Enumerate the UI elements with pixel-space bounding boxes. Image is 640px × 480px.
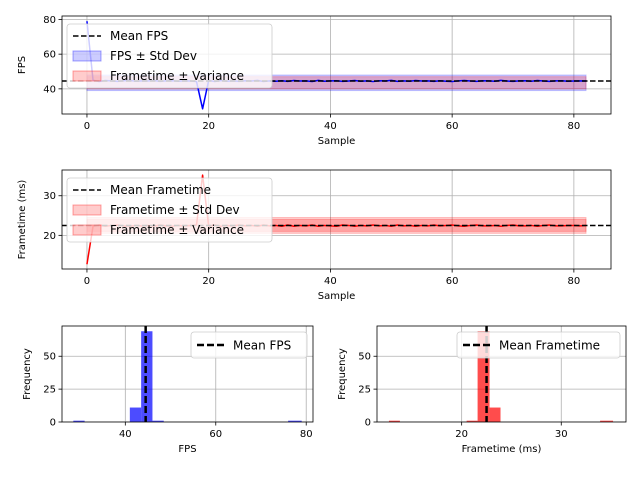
fps-line-panel: 0 20 40 60 80 40 60 80 Sample FPS Mean FPS FPS ± St… <box>17 15 612 147</box>
legend: Mean Frametime Frametime ± Std Dev Frameti… <box>66 177 273 243</box>
legend-box <box>456 331 621 359</box>
x-tick-label: 60 <box>446 121 459 132</box>
x-axis-label: Sample <box>318 291 356 302</box>
histogram-bar <box>388 420 400 422</box>
x-tick-label: 80 <box>568 276 581 287</box>
fps-histogram-panel: 40 60 80 0 25 50 FPS Frequency Mean FPS <box>22 325 314 455</box>
legend-box <box>66 177 273 243</box>
x-tick-label: 40 <box>119 429 132 440</box>
histogram-bar <box>129 407 142 422</box>
legend: Mean FPS FPS ± Std Dev Frametime ± Varianc… <box>66 23 273 89</box>
y-axis-label: Frametime (ms) <box>17 180 28 260</box>
legend: Mean Frametime <box>456 331 621 359</box>
y-tick-label: 20 <box>43 231 56 242</box>
axes-frame <box>61 325 314 423</box>
legend-label: Frametime ± Std Dev <box>110 203 240 217</box>
y-tick-label: 60 <box>43 50 56 61</box>
y-tick-label: 25 <box>43 385 56 396</box>
histogram-bar <box>288 420 302 422</box>
y-axis-label: Frequency <box>337 348 348 400</box>
x-tick-label: 0 <box>84 121 90 132</box>
x-tick-label: 0 <box>84 276 90 287</box>
y-tick-label: 40 <box>43 84 56 95</box>
legend-label: Mean Frametime <box>499 339 600 353</box>
legend-label: Mean FPS <box>110 29 168 43</box>
histogram-bar <box>489 407 501 422</box>
x-tick-label: 40 <box>324 121 337 132</box>
legend-band-swatch <box>72 224 102 236</box>
legend-box <box>190 331 308 359</box>
histogram-bar <box>152 420 164 422</box>
y-tick-label: 0 <box>50 418 56 429</box>
x-tick-label: 80 <box>568 121 581 132</box>
x-axis-label: FPS <box>178 444 196 455</box>
y-axis-label: Frequency <box>22 348 33 400</box>
histogram-bar <box>466 420 478 422</box>
y-tick-label: 0 <box>365 418 371 429</box>
legend-band-swatch <box>72 50 102 62</box>
x-tick-label: 40 <box>324 276 337 287</box>
x-tick-label: 80 <box>300 429 313 440</box>
histogram-bar <box>73 420 85 422</box>
legend-band-swatch <box>72 70 102 82</box>
x-tick-label: 20 <box>202 276 215 287</box>
legend-label: Frametime ± Variance <box>110 69 244 83</box>
y-tick-label: 50 <box>43 352 56 363</box>
histogram-bar <box>600 420 614 422</box>
x-tick-label: 60 <box>209 429 222 440</box>
legend-label: Mean Frametime <box>110 183 211 197</box>
legend-box <box>66 23 273 89</box>
axes-frame <box>376 325 627 423</box>
x-axis-label: Frametime (ms) <box>462 444 542 455</box>
x-tick-label: 60 <box>446 276 459 287</box>
legend-label: FPS ± Std Dev <box>110 49 197 63</box>
legend-band-swatch <box>72 204 102 216</box>
legend-label: Frametime ± Variance <box>110 223 244 237</box>
axes-frame <box>61 15 612 115</box>
y-tick-label: 25 <box>358 385 371 396</box>
y-tick-label: 30 <box>43 191 56 202</box>
x-axis-label: Sample <box>318 136 356 147</box>
x-tick-label: 20 <box>455 429 468 440</box>
frametime-line-panel: 0 20 40 60 80 20 30 Sample Frametime (ms) Mean Fr… <box>17 169 612 302</box>
histogram-bar <box>477 331 490 422</box>
y-axis-label: FPS <box>17 56 28 74</box>
x-tick-label: 30 <box>555 429 568 440</box>
y-tick-label: 50 <box>358 352 371 363</box>
axes-frame <box>61 169 612 270</box>
frametime-histogram-panel: 20 30 0 25 50 Frametime (ms) Frequency Mean Fra… <box>337 325 627 455</box>
legend: Mean FPS <box>190 331 308 359</box>
legend-label: Mean FPS <box>233 339 291 353</box>
y-tick-label: 80 <box>43 15 56 26</box>
x-tick-label: 20 <box>202 121 215 132</box>
